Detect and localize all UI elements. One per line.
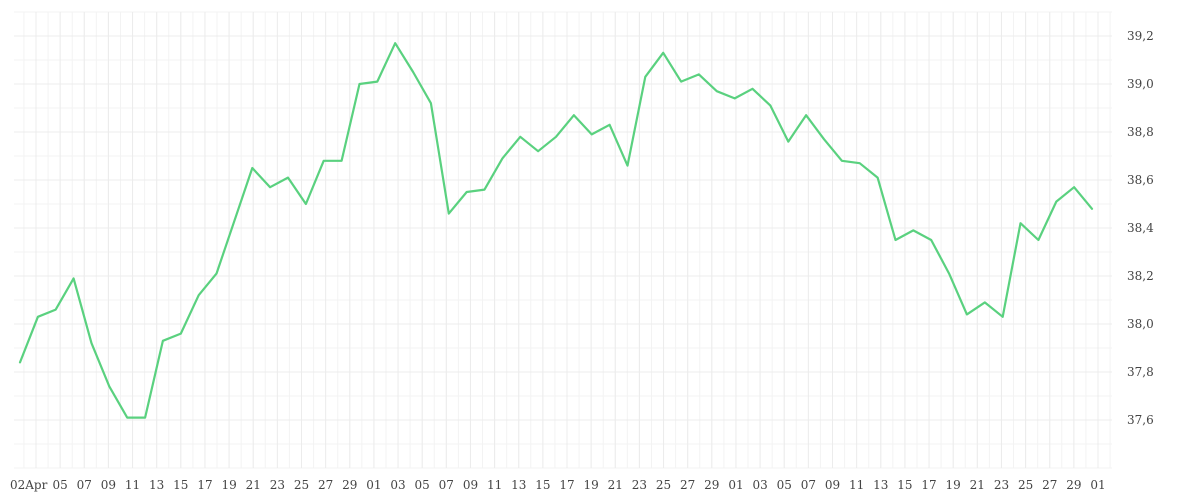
x-tick-label: 05 (415, 478, 430, 492)
x-tick-label: 02Apr (10, 478, 48, 492)
x-tick-label: 01 (366, 478, 381, 492)
x-tick-label: 03 (752, 478, 767, 492)
y-tick-label: 38,2 (1127, 269, 1154, 283)
vertical-gridlines (35, 12, 1099, 468)
y-tick-label: 39,2 (1127, 29, 1154, 43)
y-tick-label: 38,4 (1127, 221, 1154, 235)
x-tick-label: 29 (704, 478, 719, 492)
x-tick-label: 17 (559, 478, 574, 492)
x-tick-label: 01 (728, 478, 743, 492)
x-tick-label: 29 (1066, 478, 1081, 492)
x-tick-label: 21 (608, 478, 623, 492)
y-tick-label: 38,6 (1127, 173, 1154, 187)
y-tick-label: 38,0 (1127, 317, 1154, 331)
x-tick-label: 09 (101, 478, 116, 492)
x-tick-label: 25 (294, 478, 309, 492)
x-tick-label: 19 (221, 478, 236, 492)
series-line (18, 42, 1094, 419)
series-group (18, 42, 1094, 419)
x-tick-label: 05 (777, 478, 792, 492)
x-tick-label: 15 (535, 478, 550, 492)
x-tick-label: 21 (970, 478, 985, 492)
x-tick-label: 07 (77, 478, 92, 492)
x-tick-label: 09 (825, 478, 840, 492)
x-tick-label: 25 (656, 478, 671, 492)
x-tick-label: 29 (342, 478, 357, 492)
x-tick-label: 23 (994, 478, 1009, 492)
x-tick-label: 13 (511, 478, 526, 492)
x-tick-label: 23 (270, 478, 285, 492)
x-tick-label: 13 (873, 478, 888, 492)
x-tick-label: 23 (632, 478, 647, 492)
x-tick-label: 27 (318, 478, 333, 492)
x-tick-label: 17 (921, 478, 936, 492)
y-tick-label: 37,6 (1127, 413, 1154, 427)
x-tick-label: 19 (583, 478, 598, 492)
x-tick-label: 25 (1018, 478, 1033, 492)
x-tick-label: 11 (849, 478, 864, 492)
x-tick-label: 27 (680, 478, 695, 492)
x-tick-label: 17 (197, 478, 212, 492)
x-tick-label: 27 (1042, 478, 1057, 492)
x-tick-label: 01 (1090, 478, 1105, 492)
x-tick-label: 07 (801, 478, 816, 492)
x-tick-label: 13 (149, 478, 164, 492)
x-tick-label: 07 (439, 478, 454, 492)
x-tick-label: 11 (487, 478, 502, 492)
y-tick-label: 37,8 (1127, 365, 1154, 379)
x-tick-label: 05 (52, 478, 67, 492)
x-tick-label: 21 (246, 478, 261, 492)
y-axis-labels: 37,6 37,8 38,0 38,2 38,4 38,6 38,8 39,0 39,2 (1127, 29, 1154, 427)
x-tick-label: 03 (390, 478, 405, 492)
y-tick-label: 39,0 (1127, 77, 1154, 91)
x-tick-label: 11 (125, 478, 140, 492)
x-tick-label: 09 (463, 478, 478, 492)
x-tick-label: 19 (946, 478, 961, 492)
x-axis-labels: 02Apr 05 07 09 11 13 15 17 19 21 23 25 27 29 01 03 05 07 0… (10, 478, 1106, 492)
y-tick-label: 38,8 (1127, 125, 1154, 139)
x-tick-label: 15 (173, 478, 188, 492)
x-tick-label: 15 (897, 478, 912, 492)
